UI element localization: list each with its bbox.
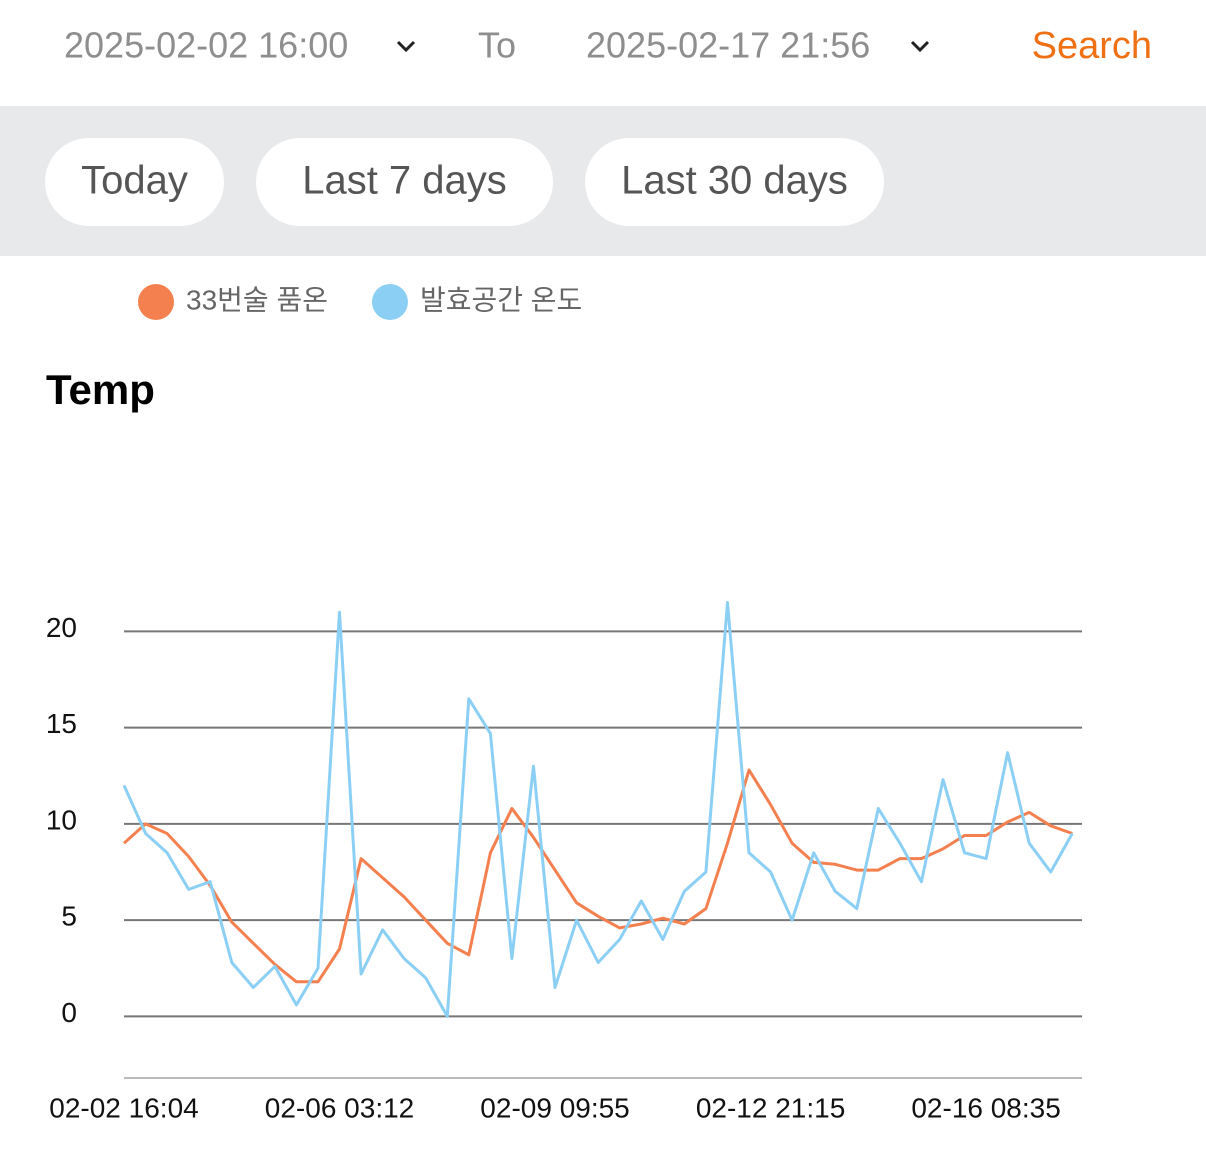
x-tick-label: 02-16 08:35 [911, 1092, 1060, 1123]
legend-swatch [138, 284, 174, 320]
x-tick-label: 02-02 16:04 [49, 1092, 198, 1123]
end-date[interactable]: 2025-02-17 21:56 [586, 25, 870, 66]
x-tick-label: 02-09 09:55 [480, 1092, 629, 1123]
start-date[interactable]: 2025-02-02 16:00 [64, 25, 348, 66]
y-tick-label: 10 [46, 804, 77, 835]
header-bar [0, 0, 1206, 106]
search-button[interactable]: Search [1032, 25, 1152, 67]
y-tick-label: 15 [46, 708, 77, 739]
range-pill-label[interactable]: Last 7 days [302, 159, 507, 203]
range-pill[interactable] [585, 138, 884, 226]
x-tick-label: 02-06 03:12 [265, 1092, 414, 1123]
y-tick-label: 20 [46, 612, 77, 643]
series-line [122, 601, 1074, 1018]
range-pill-label[interactable]: Today [81, 159, 188, 203]
chevron[interactable] [396, 40, 416, 53]
y-tick-label: 0 [61, 997, 77, 1028]
chevron[interactable] [910, 40, 930, 53]
legend-label: 33번술 품온 [186, 284, 328, 315]
series-line [123, 768, 1073, 984]
y-tick-label: 5 [61, 901, 77, 932]
chart-title: Temp [46, 366, 155, 413]
to-label: To [478, 25, 516, 66]
range-pill[interactable] [256, 138, 553, 226]
legend-label: 발효공간 온도 [420, 284, 582, 315]
range-pill[interactable] [45, 138, 224, 226]
range-pill-label[interactable]: Last 30 days [621, 159, 848, 203]
legend-swatch [371, 284, 408, 320]
x-tick-label: 02-12 21:15 [696, 1092, 845, 1123]
